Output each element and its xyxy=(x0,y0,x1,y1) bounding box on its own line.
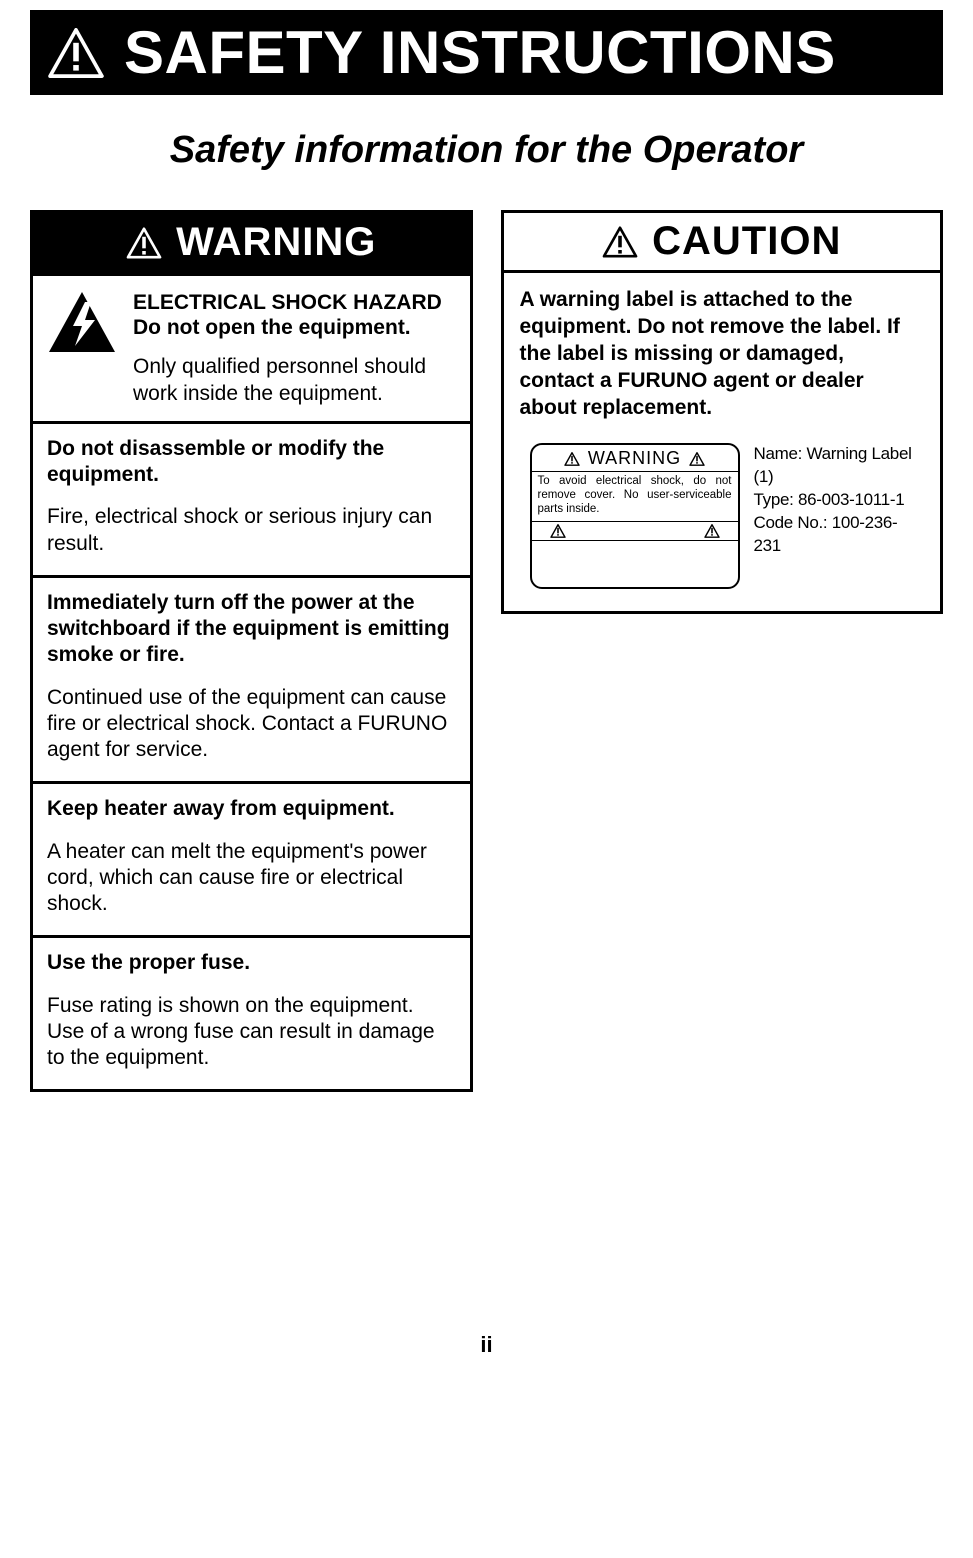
warning-item: Do not disassemble or modify the equipme… xyxy=(33,421,470,575)
warning-label-box: WARNING To avoid electrical shock, do no… xyxy=(530,443,740,588)
warning-item-bold: Immediately turn off the power at the sw… xyxy=(47,590,456,669)
warning-box: ELECTRICAL SHOCK HAZARD Do not open the … xyxy=(30,273,473,1092)
subtitle: Safety information for the Operator xyxy=(30,129,943,172)
shock-hazard-section: ELECTRICAL SHOCK HAZARD Do not open the … xyxy=(33,276,470,421)
shock-body: Only qualified personnel should work ins… xyxy=(133,354,456,407)
warning-header: WARNING xyxy=(30,210,473,273)
warning-triangle-icon xyxy=(689,452,705,466)
warning-triangle-icon xyxy=(126,227,162,259)
label-info-type: Type: 86-003-1011-1 xyxy=(754,489,925,512)
warning-item-body: Fire, electrical shock or serious injury… xyxy=(47,504,456,557)
label-info-code: Code No.: 100-236-231 xyxy=(754,512,925,558)
warning-item-body: Continued use of the equipment can cause… xyxy=(47,685,456,764)
caution-column: CAUTION A warning label is attached to t… xyxy=(501,210,944,614)
page-number: ii xyxy=(30,1332,943,1358)
warning-label-info: Name: Warning Label (1) Type: 86-003-101… xyxy=(754,443,925,558)
warning-label-text: To avoid electrical shock, do not remove… xyxy=(532,472,738,521)
warning-label-row: WARNING To avoid electrical shock, do no… xyxy=(520,443,925,588)
warning-item: Use the proper fuse. Fuse rating is show… xyxy=(33,935,470,1089)
shock-hazard-text: ELECTRICAL SHOCK HAZARD Do not open the … xyxy=(133,290,456,407)
shock-title: ELECTRICAL SHOCK HAZARD xyxy=(133,290,456,315)
caution-header-text: CAUTION xyxy=(652,219,841,264)
warning-item: Keep heater away from equipment. A heate… xyxy=(33,781,470,935)
warning-item-bold: Keep heater away from equipment. xyxy=(47,796,456,822)
warning-triangle-icon xyxy=(602,226,638,258)
shock-bold: Do not open the equipment. xyxy=(133,315,456,340)
warning-triangle-icon xyxy=(704,524,720,538)
warning-label-header: WARNING xyxy=(532,445,738,472)
warning-item: Immediately turn off the power at the sw… xyxy=(33,575,470,782)
warning-item-body: Fuse rating is shown on the equipment. U… xyxy=(47,993,456,1072)
warning-item-bold: Use the proper fuse. xyxy=(47,950,456,976)
caution-header: CAUTION xyxy=(501,210,944,270)
main-title-bar: SAFETY INSTRUCTIONS xyxy=(30,10,943,95)
caution-paragraph: A warning label is attached to the equip… xyxy=(520,287,925,421)
warning-label-diagram: WARNING To avoid electrical shock, do no… xyxy=(530,443,740,588)
warning-item-bold: Do not disassemble or modify the equipme… xyxy=(47,436,456,489)
shock-hazard-icon xyxy=(47,290,117,372)
main-title: SAFETY INSTRUCTIONS xyxy=(124,18,836,87)
caution-box: A warning label is attached to the equip… xyxy=(501,270,944,614)
warning-label-icons-row xyxy=(532,522,738,541)
content-columns: WARNING ELECTRICAL SHOCK HAZARD Do not o… xyxy=(30,210,943,1092)
warning-triangle-icon xyxy=(48,28,104,78)
warning-label-header-text: WARNING xyxy=(588,448,681,469)
warning-header-text: WARNING xyxy=(176,220,376,265)
warning-triangle-icon xyxy=(550,524,566,538)
warning-label-blank xyxy=(532,541,738,587)
warning-column: WARNING ELECTRICAL SHOCK HAZARD Do not o… xyxy=(30,210,473,1092)
label-info-name: Name: Warning Label (1) xyxy=(754,443,925,489)
warning-item-body: A heater can melt the equipment's power … xyxy=(47,839,456,918)
warning-triangle-icon xyxy=(564,452,580,466)
